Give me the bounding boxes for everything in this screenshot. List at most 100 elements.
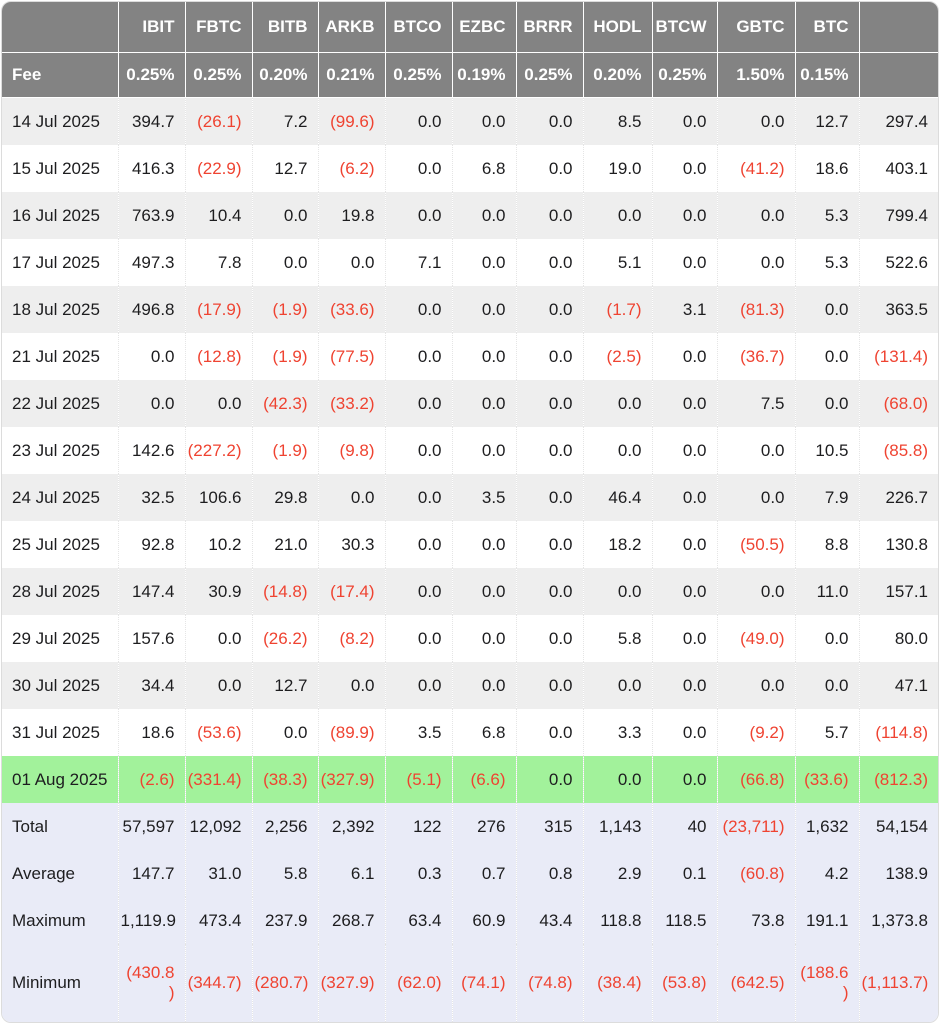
data-cell: (8.2) xyxy=(317,615,385,662)
data-cell: 3.1 xyxy=(651,286,717,333)
summary-cell: (23,711) xyxy=(716,803,795,850)
data-cell: 0.0 xyxy=(451,333,516,380)
data-cell: 18.6 xyxy=(117,709,185,756)
data-cell: 0.0 xyxy=(651,521,717,568)
data-cell: 0.0 xyxy=(651,427,717,474)
column-header-brrr: BRRR xyxy=(515,2,583,53)
data-cell: 106.6 xyxy=(184,474,252,521)
column-header-btc: BTC xyxy=(794,2,859,53)
data-cell: (85.8) xyxy=(858,427,938,474)
data-cell: 763.9 xyxy=(117,192,185,239)
data-cell: 19.0 xyxy=(582,145,652,192)
data-cell: 0.0 xyxy=(515,239,583,286)
summary-cell: 40 xyxy=(651,803,717,850)
data-cell: 8.5 xyxy=(582,97,652,145)
data-cell: 30.3 xyxy=(317,521,385,568)
summary-cell: 1,143 xyxy=(582,803,652,850)
data-cell: (9.8) xyxy=(317,427,385,474)
data-cell: 0.0 xyxy=(451,380,516,427)
summary-cell: (430.8 ) xyxy=(117,944,185,1022)
summary-cell: 118.8 xyxy=(582,897,652,944)
data-cell: (68.0) xyxy=(858,380,938,427)
data-cell: 363.5 xyxy=(858,286,938,333)
fee-cell: 0.25% xyxy=(384,52,452,98)
fee-cell: 0.19% xyxy=(451,52,516,98)
summary-cell: 60.9 xyxy=(451,897,516,944)
data-cell: 11.0 xyxy=(794,568,859,615)
column-header-btcw: BTCW xyxy=(651,2,717,53)
column-header-ibit: IBIT xyxy=(117,2,185,53)
data-cell: 0.0 xyxy=(515,380,583,427)
data-cell: 0.0 xyxy=(582,568,652,615)
data-cell: 5.3 xyxy=(794,192,859,239)
data-cell: 7.1 xyxy=(384,239,452,286)
summary-row-minimum: Minimum (430.8 ) (344.7) (280.7) (327.9) (62.… xyxy=(2,944,938,1022)
data-cell: (99.6) xyxy=(317,97,385,145)
data-cell: 0.0 xyxy=(384,333,452,380)
fee-cell: 0.20% xyxy=(251,52,318,98)
data-cell: 5.7 xyxy=(794,709,859,756)
data-cell: 0.0 xyxy=(384,192,452,239)
data-cell: 0.0 xyxy=(582,662,652,709)
fee-cell: 1.50% xyxy=(716,52,795,98)
data-cell: 0.0 xyxy=(794,662,859,709)
fee-cell: 0.25% xyxy=(651,52,717,98)
summary-cell: 147.7 xyxy=(117,850,185,897)
data-cell: (33.2) xyxy=(317,380,385,427)
table-header: IBIT FBTC BITB ARKB BTCO EZBC BRRR HODL BTCW GBTC… xyxy=(2,2,938,98)
data-cell: 0.0 xyxy=(251,239,318,286)
summary-row-total: Total 57,597 12,092 2,256 2,392 122 276 315 1,14… xyxy=(2,803,938,850)
row-label-date: 31 Jul 2025 xyxy=(12,722,100,742)
summary-cell: 0.1 xyxy=(651,850,717,897)
row-label-date: 15 Jul 2025 xyxy=(12,158,100,178)
data-cell: 0.0 xyxy=(451,286,516,333)
data-cell: (6.6) xyxy=(451,756,516,803)
data-cell: 7.8 xyxy=(184,239,252,286)
ticker-header-row: IBIT FBTC BITB ARKB BTCO EZBC BRRR HODL BTCW GBTC… xyxy=(2,2,938,53)
summary-cell: 138.9 xyxy=(858,850,938,897)
data-cell: 130.8 xyxy=(858,521,938,568)
data-cell: 142.6 xyxy=(117,427,185,474)
summary-cell: 191.1 xyxy=(794,897,859,944)
table-row: 24 Jul 2025 32.5 106.6 29.8 0.0 0.0 3.5 0.0 46.4… xyxy=(2,474,938,521)
data-cell: 0.0 xyxy=(184,662,252,709)
data-cell: 0.0 xyxy=(794,615,859,662)
row-label-date: 30 Jul 2025 xyxy=(12,675,100,695)
data-cell: (331.4) xyxy=(184,756,252,803)
data-cell: 0.0 xyxy=(651,709,717,756)
summary-cell: 315 xyxy=(515,803,583,850)
summary-cell: 237.9 xyxy=(251,897,318,944)
data-cell: 18.6 xyxy=(794,145,859,192)
data-cell: (26.2) xyxy=(251,615,318,662)
data-cell: 29.8 xyxy=(251,474,318,521)
data-cell: 5.3 xyxy=(794,239,859,286)
data-cell: 19.8 xyxy=(317,192,385,239)
summary-cell: 0.7 xyxy=(451,850,516,897)
row-label-date: 21 Jul 2025 xyxy=(12,346,100,366)
data-cell: (66.8) xyxy=(716,756,795,803)
data-cell: 0.0 xyxy=(384,286,452,333)
data-cell: 12.7 xyxy=(251,145,318,192)
fee-cell: 0.25% xyxy=(515,52,583,98)
fee-cell-total xyxy=(858,52,938,98)
data-cell: (42.3) xyxy=(251,380,318,427)
data-cell: 0.0 xyxy=(451,568,516,615)
data-cell: (77.5) xyxy=(317,333,385,380)
summary-cell: 1,119.9 xyxy=(117,897,185,944)
summary-cell: (327.9) xyxy=(317,944,385,1022)
data-cell: 522.6 xyxy=(858,239,938,286)
column-header-arkb: ARKB xyxy=(317,2,385,53)
row-label-date: 18 Jul 2025 xyxy=(12,299,100,319)
data-cell: 0.0 xyxy=(651,662,717,709)
table-row: 30 Jul 2025 34.4 0.0 12.7 0.0 0.0 0.0 0.0 0.0 0.0… xyxy=(2,662,938,709)
data-cell: (2.5) xyxy=(582,333,652,380)
fee-cell: 0.25% xyxy=(117,52,185,98)
data-cell: 0.0 xyxy=(515,756,583,803)
data-cell: 0.0 xyxy=(582,380,652,427)
data-cell: 0.0 xyxy=(515,145,583,192)
data-cell: 0.0 xyxy=(451,662,516,709)
table-row: 29 Jul 2025 157.6 0.0 (26.2) (8.2) 0.0 0.0 0.0 5… xyxy=(2,615,938,662)
summary-row-maximum: Maximum 1,119.9 473.4 237.9 268.7 63.4 60.9 43.… xyxy=(2,897,938,944)
daily-flow-rows: 14 Jul 2025 394.7 (26.1) 7.2 (99.6) 0.0 0.0 0.0… xyxy=(2,97,938,803)
summary-cell: (53.8) xyxy=(651,944,717,1022)
